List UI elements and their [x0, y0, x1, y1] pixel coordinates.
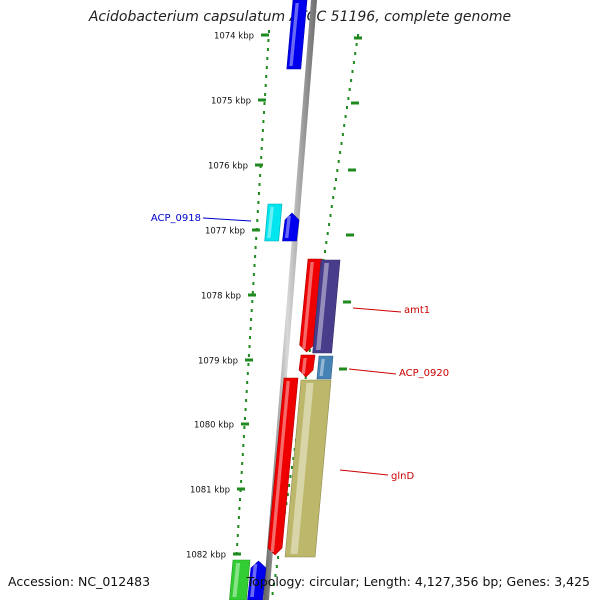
gene-label-group: amt1: [352, 305, 430, 316]
tick-label: 1077 kbp: [205, 227, 245, 237]
tick-label: 1074 kbp: [214, 32, 254, 42]
tick-label: 1076 kbp: [208, 162, 248, 172]
tick-mark: [348, 168, 356, 172]
feature-reverse-gene: [299, 258, 323, 353]
tick-mark: [258, 98, 266, 102]
tick-label: 1079 kbp: [198, 357, 238, 367]
feature-highlight: [302, 262, 314, 349]
tick-label: 1075 kbp: [211, 97, 251, 107]
feature-highlight: [267, 207, 274, 238]
gene-label-group: ACP_0918: [151, 213, 252, 224]
feature-reverse-gene: [267, 377, 299, 556]
tick-mark: [241, 422, 249, 426]
axis-tick: 1082 kbp: [186, 551, 241, 561]
axis-tick: 1079 kbp: [198, 357, 253, 367]
feature-highlight: [250, 564, 258, 597]
gene-label: ACP_0918: [151, 213, 201, 224]
tick-mark: [248, 293, 256, 297]
cds-box: [316, 355, 334, 380]
feature-forward-gene: [247, 560, 267, 600]
leader-line: [352, 307, 402, 313]
feature-reverse-cds: [284, 379, 332, 558]
tick-mark: [351, 101, 359, 105]
tick-mark: [255, 163, 263, 167]
gene-label: ACP_0920: [399, 368, 449, 379]
feature-reverse-cds: [316, 355, 334, 380]
tick-label: 1078 kbp: [201, 292, 241, 302]
axis-tick: 1081 kbp: [190, 486, 245, 496]
tick-label: 1080 kbp: [194, 421, 234, 431]
axis-tick: 1074 kbp: [214, 32, 269, 42]
tick-mark: [343, 300, 351, 304]
feature-highlight: [316, 263, 329, 350]
feature-reverse-cds: [312, 259, 341, 354]
gene-label: amt1: [404, 305, 430, 316]
tick-mark: [252, 228, 260, 232]
tick-mark: [261, 33, 269, 37]
feature-forward-gene: [286, 0, 308, 70]
axis-tick: 1078 kbp: [201, 292, 256, 302]
backbone-line: [263, 0, 317, 600]
axis-tick: 1075 kbp: [211, 97, 266, 107]
feature-forward-gene: [229, 559, 251, 600]
leader-line: [348, 368, 397, 375]
left-dotted-track: [232, 30, 270, 600]
feature-forward-gene: [264, 203, 283, 242]
gene-arrow: [298, 354, 316, 378]
feature-highlight: [232, 563, 241, 597]
tick-label: 1082 kbp: [186, 551, 226, 561]
leader-line: [339, 469, 389, 476]
tick-label: 1081 kbp: [190, 486, 230, 496]
axis-tick: 1080 kbp: [194, 421, 249, 431]
feature-forward-gene: [282, 212, 300, 242]
feature-reverse-gene: [298, 354, 316, 378]
feature-highlight: [289, 3, 299, 66]
tick-mark: [245, 358, 253, 362]
feature-highlight: [270, 381, 290, 552]
feature-highlight: [290, 383, 314, 554]
feature-highlight: [285, 216, 291, 238]
leader-line: [202, 217, 252, 222]
tick-mark: [237, 487, 245, 491]
tick-mark: [339, 367, 347, 371]
axis-tick: 1076 kbp: [208, 162, 263, 172]
accession-label: Accession: NC_012483: [8, 574, 151, 589]
feature-highlight: [319, 359, 325, 376]
gene-label: glnD: [391, 471, 414, 482]
feature-highlight: [301, 358, 307, 374]
gene-label-group: ACP_0920: [348, 368, 449, 379]
tick-mark: [354, 36, 362, 40]
gene-label-group: glnD: [339, 469, 414, 482]
tick-mark: [233, 552, 241, 556]
tick-mark: [346, 233, 354, 237]
axis-tick: 1077 kbp: [205, 227, 260, 237]
topology-label: Topology: circular; Length: 4,127,356 bp…: [246, 574, 590, 589]
